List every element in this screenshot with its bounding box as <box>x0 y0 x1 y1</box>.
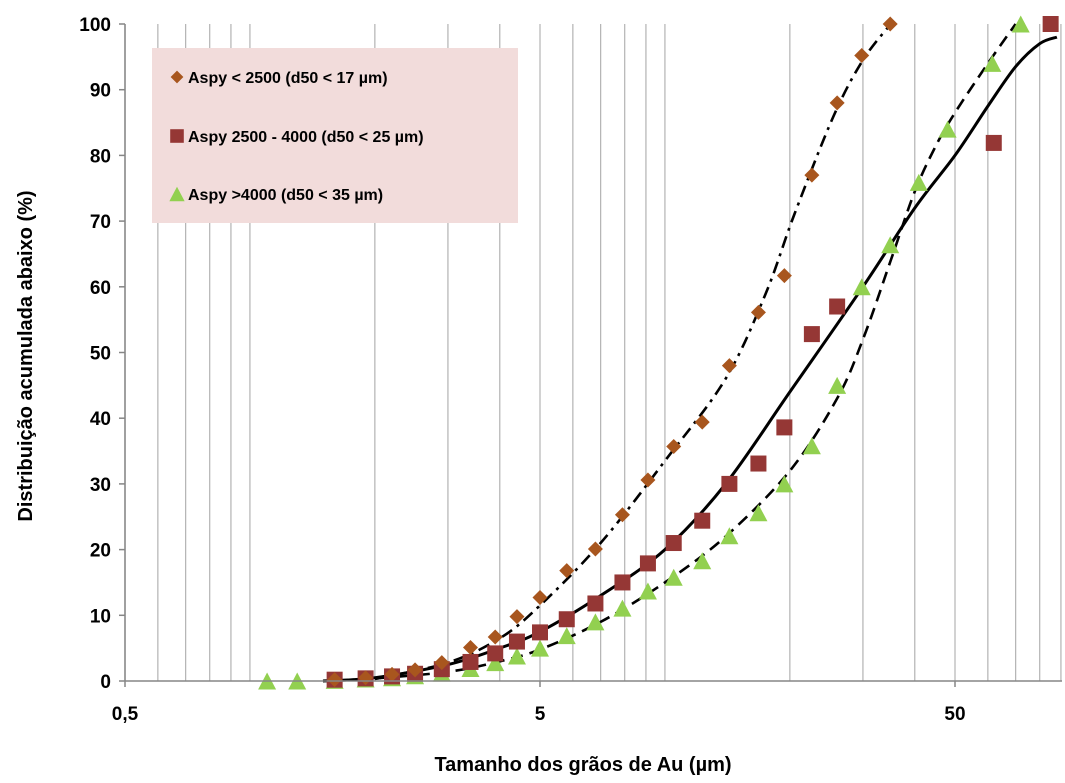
triangle-marker <box>938 120 957 138</box>
tick-labels-layer: 0 10 20 30 40 50 60 70 80 90 100 0,5 5 50 <box>79 15 965 725</box>
triangle-marker <box>486 654 505 672</box>
diamond-marker <box>829 95 845 111</box>
diamond-marker <box>587 541 603 557</box>
diamond-marker <box>776 268 792 284</box>
triangle-marker <box>983 54 1002 72</box>
diamond-marker <box>750 304 766 320</box>
legend-box <box>152 48 518 223</box>
square-marker <box>721 475 738 492</box>
diamond-marker <box>434 655 450 671</box>
triangle-marker <box>802 437 821 455</box>
y-tick-label: 20 <box>90 541 111 562</box>
legend-entries: Aspy < 2500 (d50 < 17 µm) Aspy 2500 - 400… <box>169 70 424 204</box>
diamond-marker <box>882 16 898 32</box>
square-marker <box>639 555 656 572</box>
triangle-marker <box>749 504 768 522</box>
triangle-marker <box>557 627 576 645</box>
legend-label: Aspy < 2500 (d50 < 17 µm) <box>188 70 388 87</box>
diamond-marker <box>854 48 870 64</box>
legend-triangle-icon <box>169 186 185 202</box>
triangle-marker <box>531 639 549 657</box>
triangle-marker <box>664 568 683 586</box>
diamond-marker <box>462 639 478 655</box>
square-marker <box>985 134 1002 151</box>
x-tick-label: 50 <box>944 704 965 725</box>
diamond-marker <box>509 609 525 625</box>
legend: Aspy < 2500 (d50 < 17 µm) Aspy 2500 - 400… <box>152 48 518 223</box>
legend-square-icon <box>170 129 184 143</box>
fit-line <box>374 23 892 681</box>
legend-diamond-icon <box>170 70 184 84</box>
triangle-marker <box>720 527 739 545</box>
diamond-marker <box>694 414 710 430</box>
y-tick-label: 100 <box>79 15 111 36</box>
triangle-marker <box>909 173 928 191</box>
square-marker <box>614 574 631 591</box>
square-marker <box>487 645 504 662</box>
legend-label: Aspy >4000 (d50 < 35 µm) <box>188 187 383 204</box>
triangle-marker <box>507 647 526 665</box>
square-marker <box>508 633 525 650</box>
diamond-marker <box>614 507 630 523</box>
square-marker <box>829 298 846 315</box>
square-marker <box>694 512 711 529</box>
square-marker <box>803 326 820 343</box>
legend-label: Aspy 2500 - 4000 (d50 < 25 µm) <box>188 129 424 146</box>
diamond-marker <box>327 672 343 688</box>
triangle-marker <box>693 552 712 570</box>
y-tick-label: 50 <box>90 344 111 365</box>
y-tick-label: 0 <box>100 672 111 693</box>
square-marker <box>532 624 548 641</box>
diamond-marker <box>721 358 737 374</box>
square-marker <box>1042 16 1059 32</box>
diamond-marker <box>666 438 682 454</box>
x-tick-label: 5 <box>535 704 546 725</box>
diamond-marker <box>804 167 820 183</box>
diamond-marker <box>407 662 423 678</box>
fit-line <box>322 35 1058 683</box>
markers-layer <box>258 15 1059 690</box>
square-marker <box>750 455 767 472</box>
triangle-marker <box>586 613 605 631</box>
triangle-marker <box>852 278 871 296</box>
x-tick-label: 0,5 <box>112 704 139 725</box>
y-tick-label: 90 <box>90 81 111 102</box>
fit-lines-layer <box>322 23 1058 683</box>
square-marker <box>587 595 604 612</box>
y-tick-label: 30 <box>90 475 111 496</box>
triangle-marker <box>775 475 794 493</box>
diamond-marker <box>532 590 548 606</box>
diamond-marker <box>640 472 656 488</box>
y-tick-label: 70 <box>90 212 111 233</box>
triangle-marker <box>638 582 657 600</box>
x-axis-title: Tamanho dos grãos de Au (µm) <box>434 754 731 776</box>
diamond-marker <box>559 563 575 579</box>
square-marker <box>665 535 682 552</box>
triangle-marker <box>881 236 900 254</box>
diamond-marker <box>487 629 503 645</box>
square-marker <box>776 419 793 436</box>
triangle-marker <box>1011 15 1030 33</box>
y-tick-label: 80 <box>90 146 111 167</box>
y-axis-title: Distribuição acumulada abaixo (%) <box>15 190 37 521</box>
triangle-marker <box>613 599 632 617</box>
y-tick-label: 40 <box>90 409 111 430</box>
square-marker <box>462 653 479 670</box>
triangle-marker <box>828 376 847 394</box>
diamond-marker <box>384 666 400 682</box>
y-tick-label: 10 <box>90 606 111 627</box>
square-marker <box>558 611 575 628</box>
y-tick-label: 60 <box>90 278 111 299</box>
